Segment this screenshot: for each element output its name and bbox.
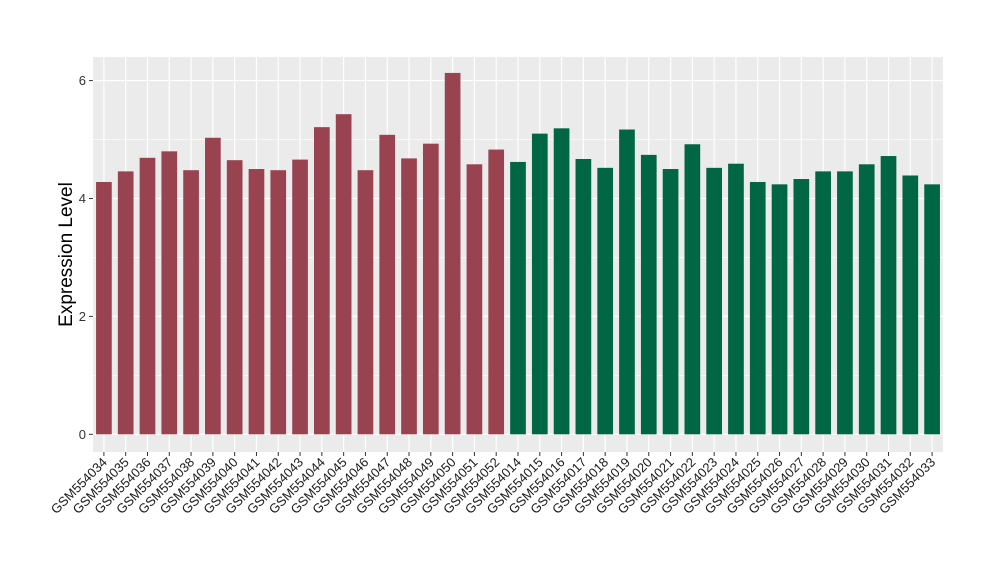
bar-GSM554026 [771, 184, 788, 435]
bar-GSM554051 [466, 164, 483, 435]
bar-GSM554015 [531, 133, 548, 435]
bar-GSM554029 [837, 171, 853, 435]
bars [96, 72, 940, 435]
bar-GSM554025 [749, 181, 766, 435]
y-tick-label: 6 [79, 73, 86, 88]
bar-GSM554020 [640, 154, 657, 435]
bar-GSM554048 [401, 158, 417, 435]
y-tick-label: 0 [79, 427, 86, 442]
bar-GSM554046 [357, 170, 374, 435]
bar-GSM554030 [858, 164, 875, 435]
bar-GSM554044 [314, 127, 330, 435]
bar-GSM554037 [161, 151, 178, 435]
y-axis: 0 2 4 6 [79, 73, 93, 442]
bar-GSM554019 [619, 129, 635, 435]
bar-GSM554038 [183, 170, 199, 435]
bar-GSM554039 [205, 137, 221, 435]
bar-GSM554017 [575, 158, 592, 435]
bar-GSM554036 [139, 157, 156, 435]
bar-GSM554028 [815, 171, 831, 435]
bar-GSM554018 [597, 167, 614, 435]
bar-GSM554052 [488, 149, 505, 435]
bar-GSM554033 [924, 184, 940, 435]
bar-GSM554045 [335, 114, 352, 435]
bar-GSM554040 [226, 160, 243, 435]
bar-GSM554014 [510, 161, 526, 435]
bar-GSM554022 [684, 144, 701, 435]
bar-GSM554023 [706, 167, 722, 435]
y-tick-label: 2 [79, 309, 86, 324]
bar-GSM554041 [248, 169, 265, 435]
bar-GSM554034 [96, 181, 112, 435]
bar-GSM554049 [422, 143, 439, 435]
bar-GSM554043 [292, 159, 308, 435]
bar-GSM554027 [793, 179, 810, 435]
y-axis-title: Expression Level [56, 182, 77, 327]
x-axis: GSM554034GSM554035GSM554036GSM554037GSM5… [48, 452, 938, 517]
bar-GSM554042 [270, 170, 287, 435]
y-tick-label: 4 [79, 191, 86, 206]
bar-GSM554016 [553, 128, 570, 435]
bar-GSM554021 [662, 169, 679, 435]
bar-GSM554024 [728, 163, 744, 435]
bar-GSM554032 [902, 175, 919, 435]
bar-GSM554031 [880, 156, 897, 435]
bar-GSM554035 [117, 171, 134, 435]
bar-GSM554050 [444, 72, 461, 435]
bar-GSM554047 [379, 134, 396, 435]
